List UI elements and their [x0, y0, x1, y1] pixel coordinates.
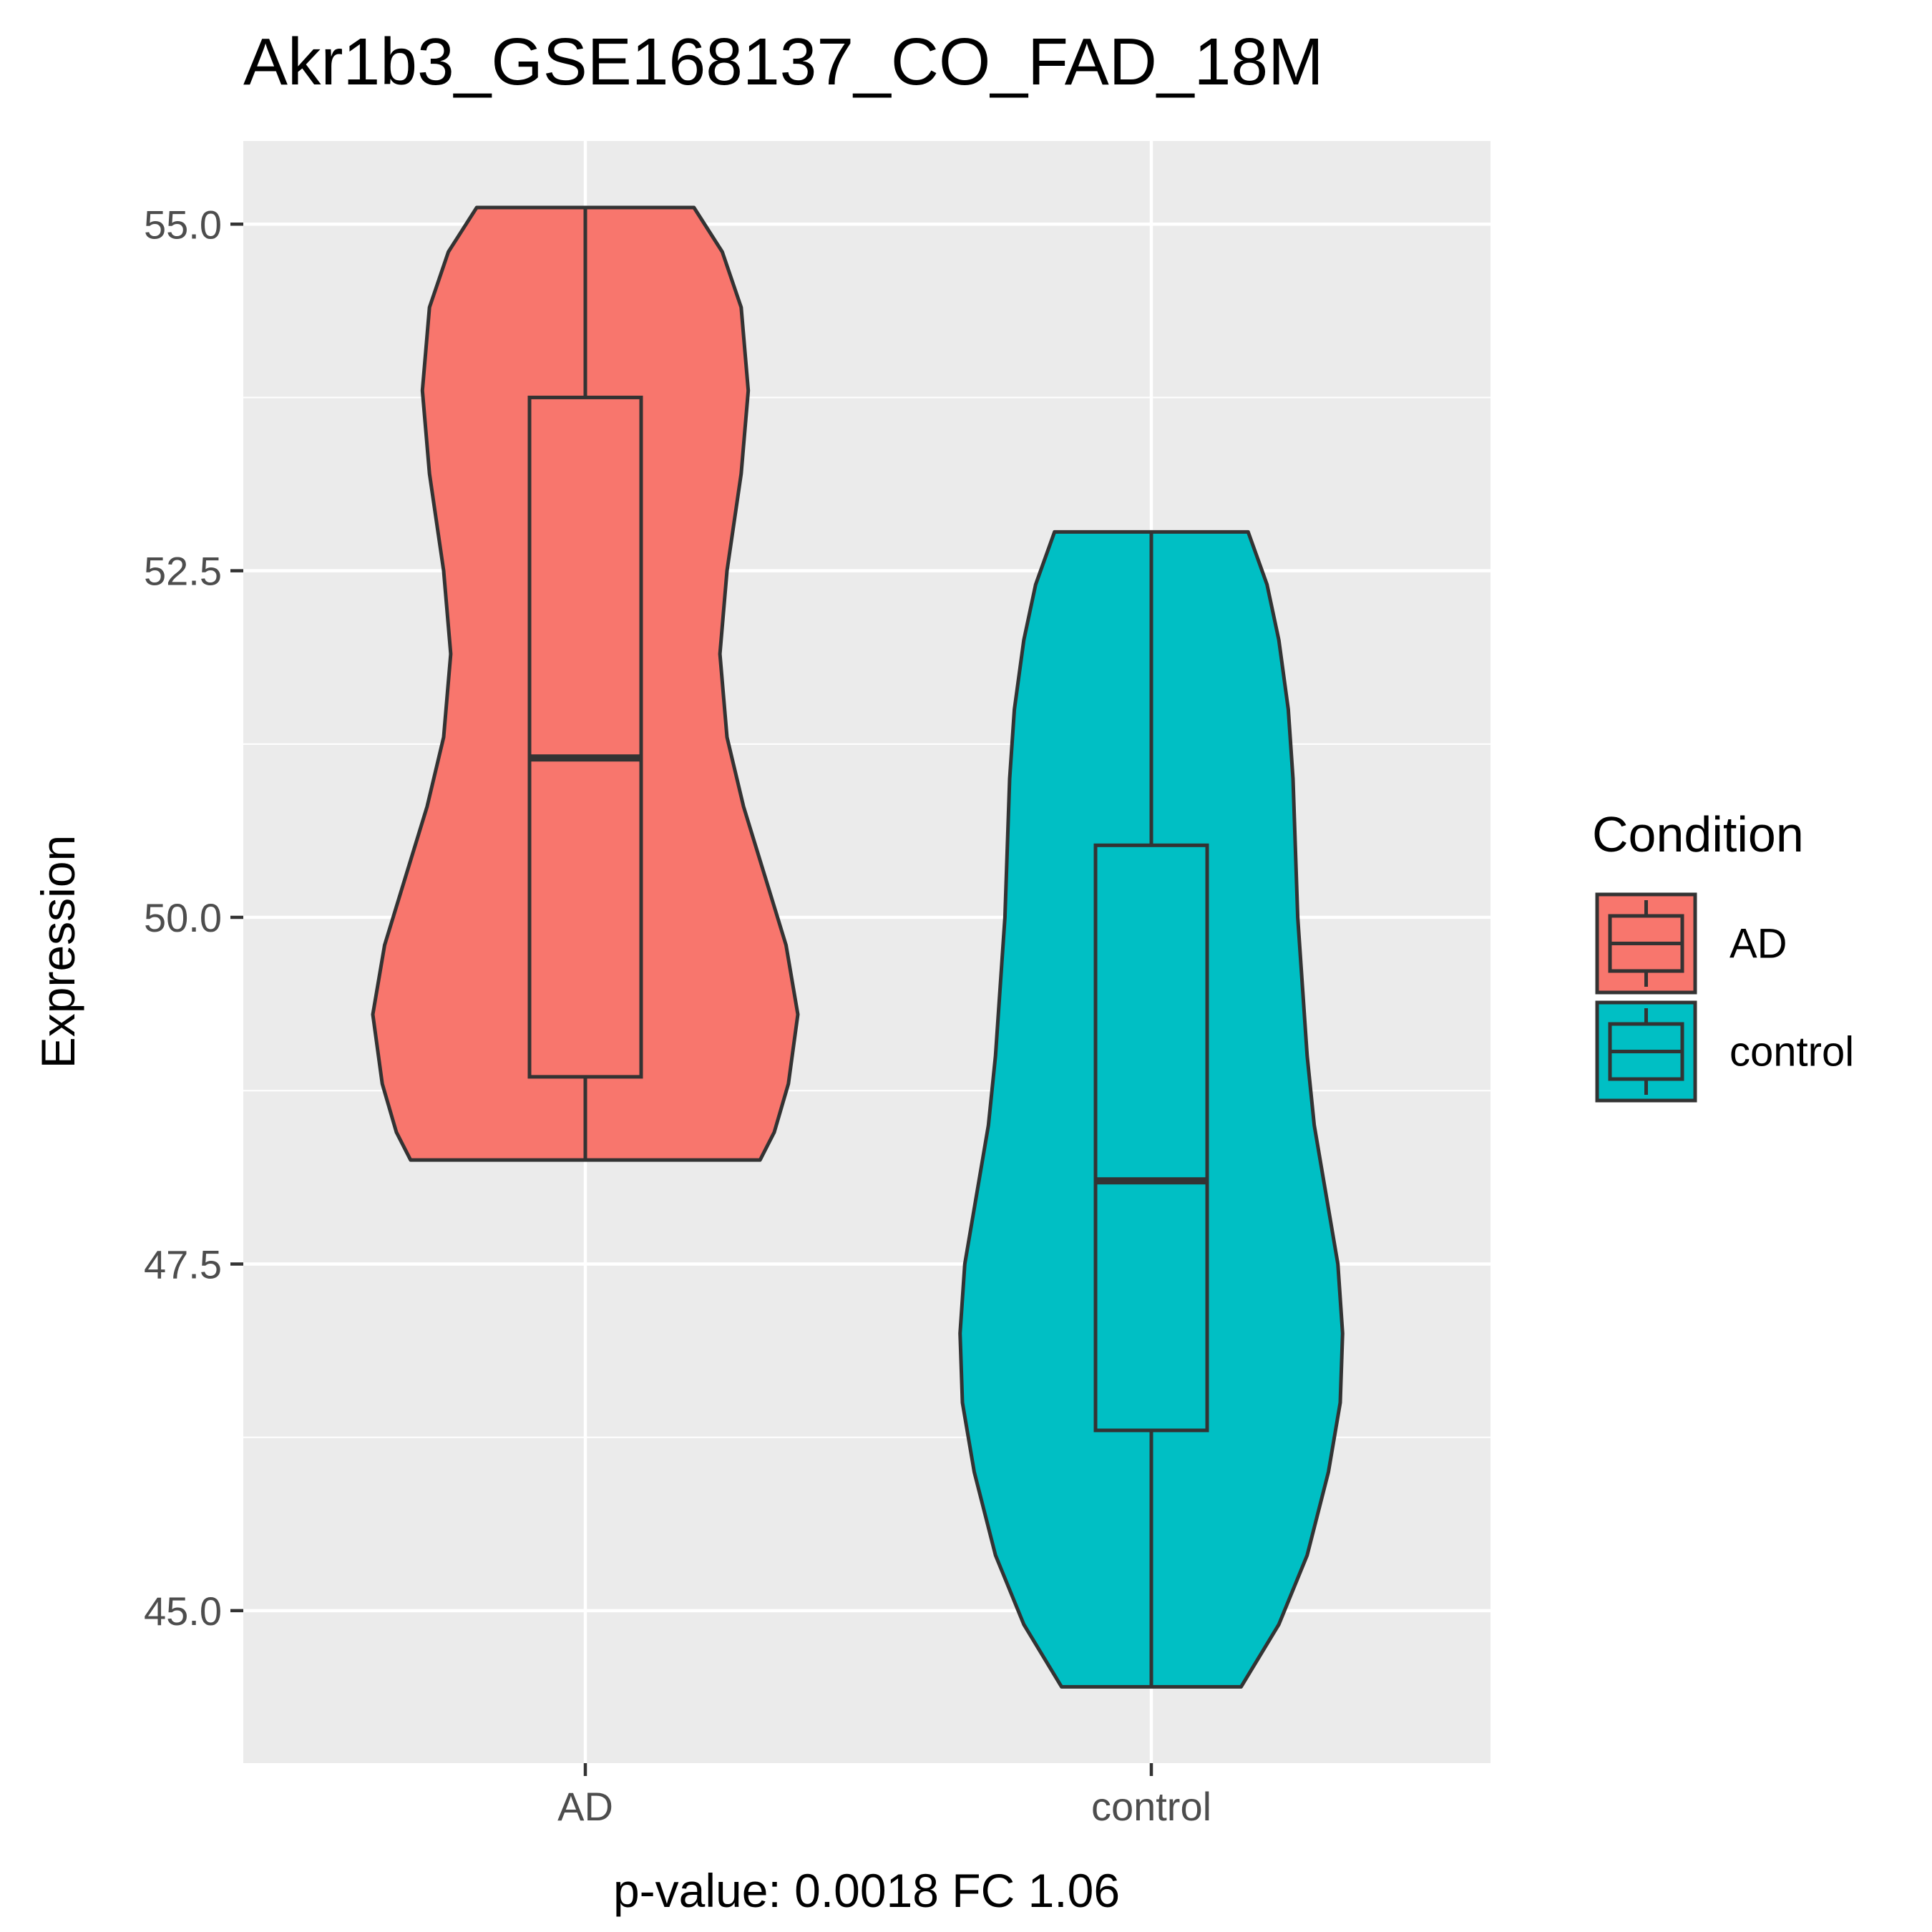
y-tick-label: 50.0: [144, 895, 222, 940]
box-AD: [527, 395, 643, 1079]
x-tick-label: control: [1091, 1784, 1211, 1829]
legend: Condition AD control: [1592, 806, 1854, 1103]
chart-title: Akr1b3_GSE168137_CO_FAD_18M: [243, 24, 1324, 99]
violins: [371, 205, 1345, 1689]
y-axis-title: Expression: [31, 835, 84, 1069]
legend-label-AD: AD: [1729, 921, 1787, 967]
y-tick-label: 45.0: [144, 1589, 222, 1634]
y-tick-label: 52.5: [144, 549, 222, 594]
box-control: [1093, 843, 1209, 1433]
legend-title: Condition: [1592, 806, 1804, 862]
y-tick-label: 55.0: [144, 202, 222, 247]
x-axis-title: p-value: 0.0018 FC 1.06: [613, 1864, 1120, 1917]
legend-label-control: control: [1729, 1029, 1854, 1075]
x-axis: AD control: [557, 1763, 1211, 1829]
y-axis: 45.0 47.5 50.0 52.5 55.0: [144, 202, 243, 1634]
x-tick-label: AD: [557, 1784, 613, 1829]
y-tick-label: 47.5: [144, 1241, 222, 1287]
